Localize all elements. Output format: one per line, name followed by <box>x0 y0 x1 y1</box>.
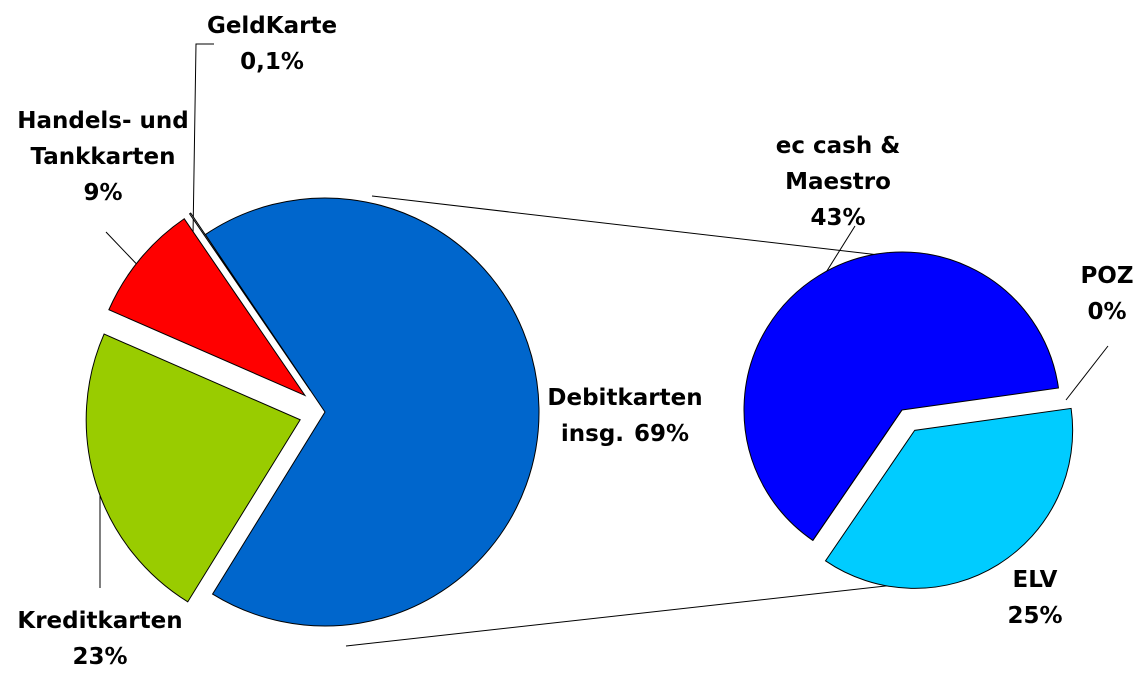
value-label: 0% <box>1087 299 1127 325</box>
slice-label: POZ 0% <box>1067 258 1142 330</box>
slice-label: GeldKarte 0,1% <box>182 8 362 80</box>
pie-slice <box>743 251 1060 542</box>
category-label: Kreditkarten <box>17 608 183 634</box>
pie-slice <box>188 212 311 391</box>
pie-slice <box>85 333 301 603</box>
pie-slice <box>824 407 1074 589</box>
category-label: POZ <box>1080 263 1134 289</box>
connector-line <box>345 581 923 647</box>
leader-line <box>1065 345 1109 401</box>
value-label: 23% <box>72 644 128 670</box>
slice-label: ec cash & Maestro 43% <box>748 128 928 236</box>
slice-label: ELV 25% <box>995 562 1075 634</box>
value-label: 25% <box>1007 603 1063 629</box>
value-label: 43% <box>810 205 866 231</box>
value-label: 0,1% <box>240 49 304 75</box>
category-label: Debitkarten insg. <box>547 385 703 447</box>
category-label: Handels- und Tankkarten <box>17 108 189 170</box>
connector-line <box>371 195 906 259</box>
value-label: 9% <box>83 180 123 206</box>
category-label: ec cash & Maestro <box>775 133 901 195</box>
category-label: ELV <box>1012 567 1058 593</box>
slice-label: Handels- und Tankkarten 9% <box>0 103 213 211</box>
category-label: GeldKarte <box>206 13 338 39</box>
slice-label: Debitkarten insg. 69% <box>525 380 725 452</box>
value-label: 69% <box>634 421 690 447</box>
pie-slice <box>204 197 540 627</box>
pie-slice <box>108 218 307 397</box>
slice-label: Kreditkarten 23% <box>0 603 200 675</box>
leader-line <box>192 43 214 237</box>
